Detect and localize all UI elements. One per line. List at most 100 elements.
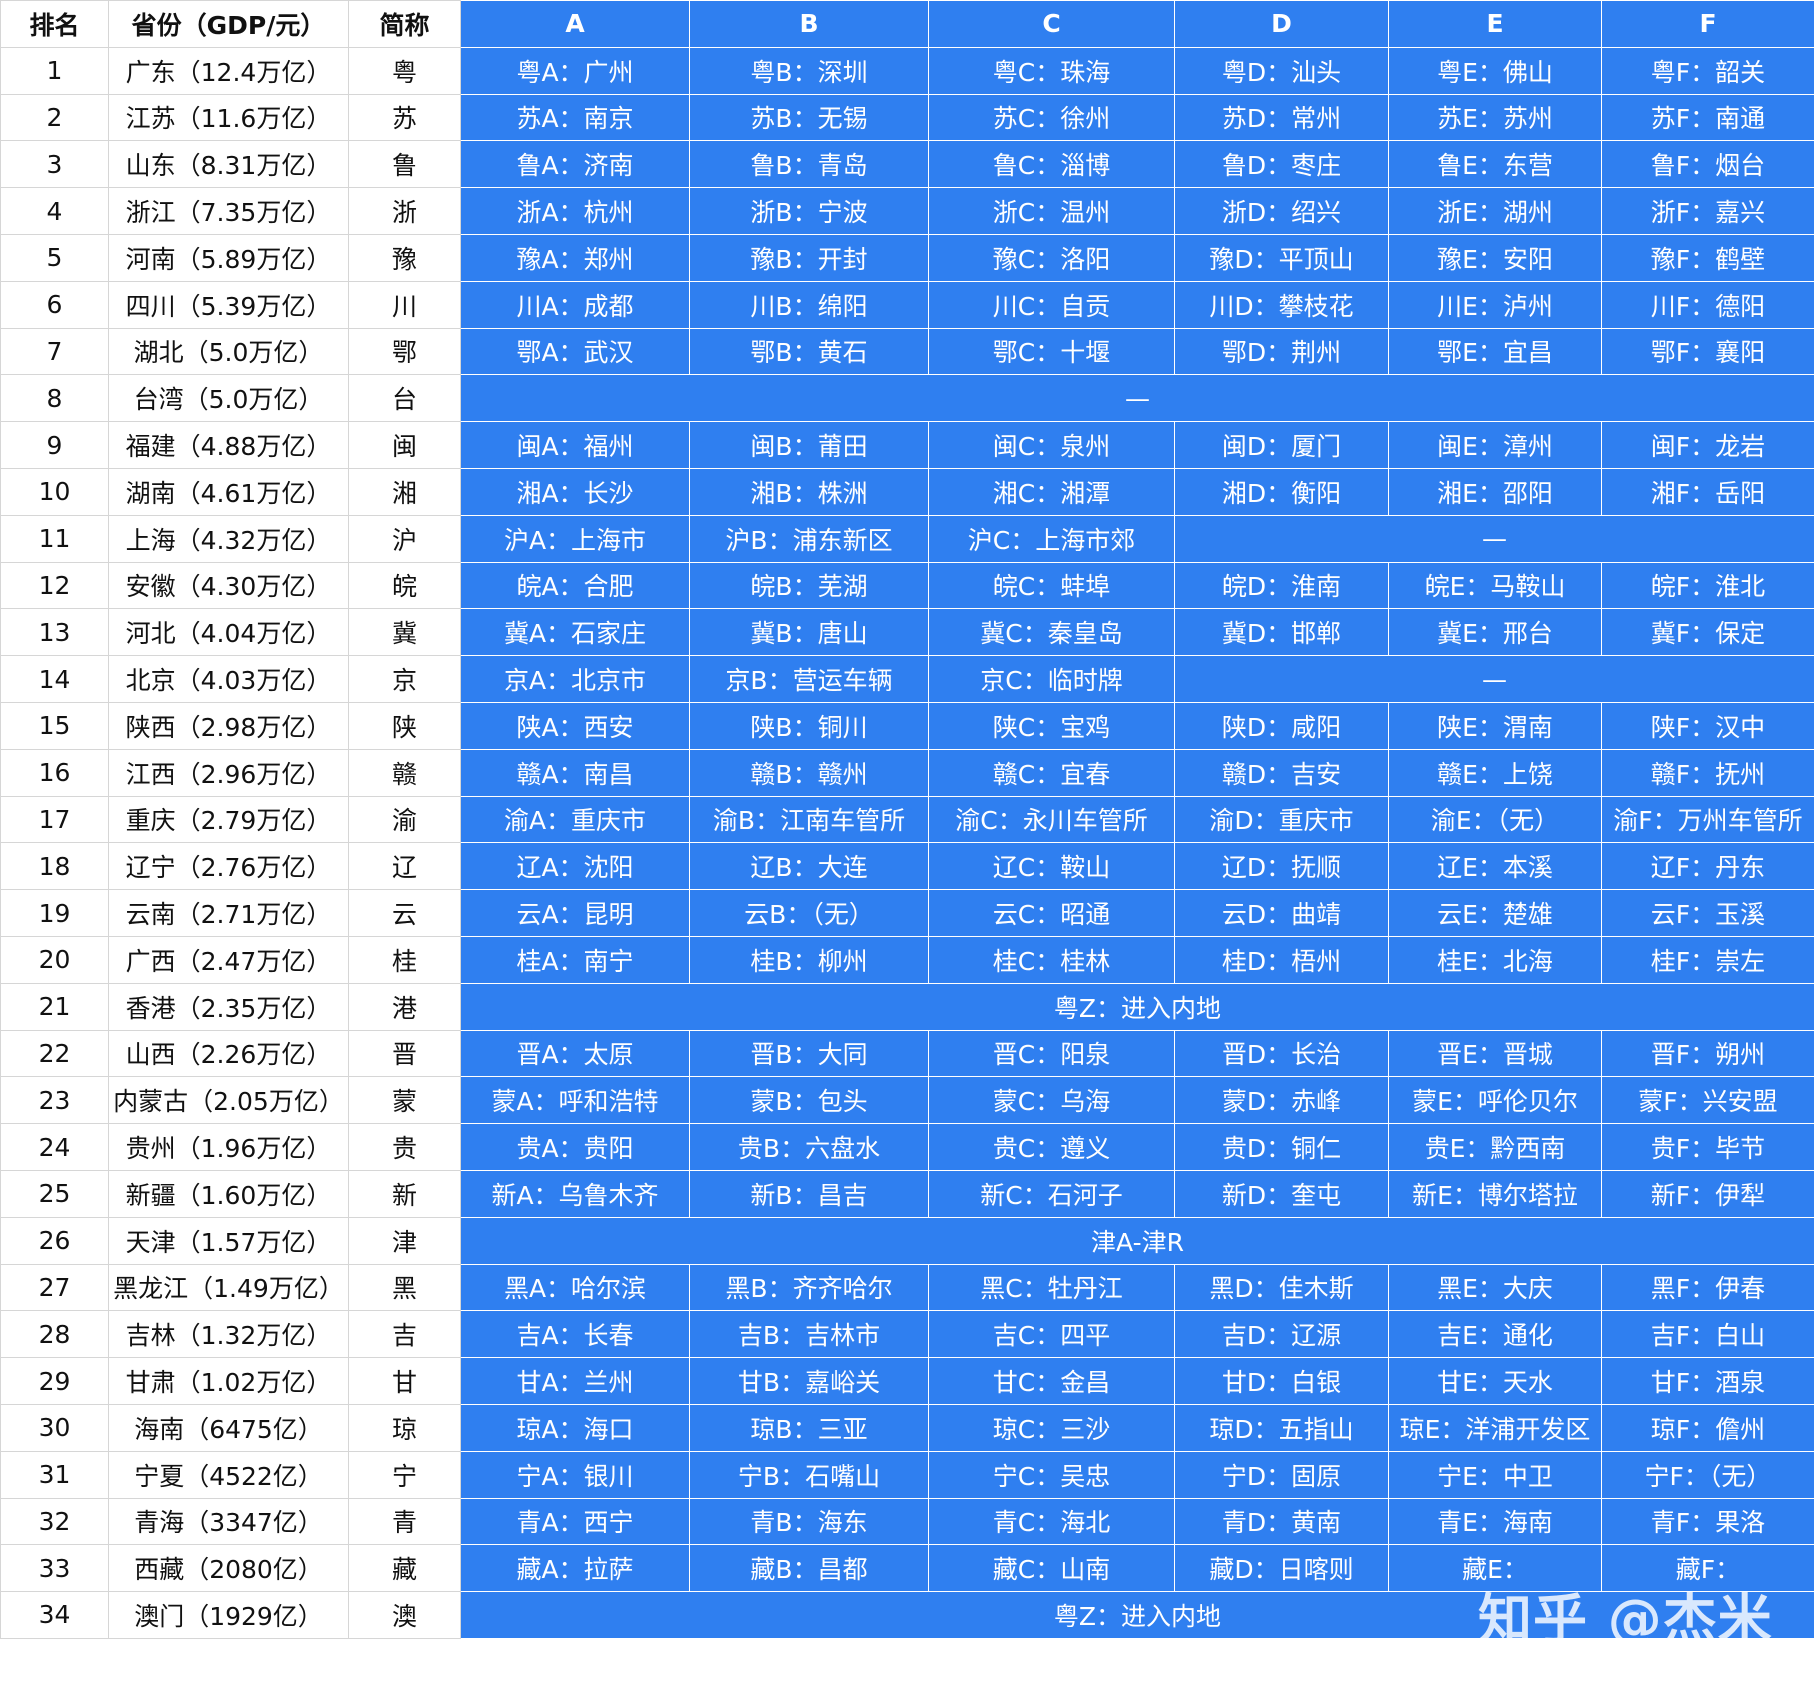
plate-cell: 晋D：长治 [1174, 1029, 1389, 1078]
plate-cell: 冀B：唐山 [689, 608, 929, 657]
abbr-cell: 港 [348, 982, 461, 1031]
plate-cell: 琼F：儋州 [1601, 1403, 1814, 1452]
abbr-cell: 吉 [348, 1310, 461, 1359]
plate-cell: 辽D：抚顺 [1174, 842, 1389, 891]
plate-cell: 湘C：湘潭 [928, 467, 1175, 516]
abbr-cell: 琼 [348, 1403, 461, 1452]
plate-cell: 黑E：大庆 [1388, 1263, 1602, 1312]
abbr-cell: 宁 [348, 1450, 461, 1499]
plate-cell: 贵C：遵义 [928, 1123, 1175, 1171]
plate-cell: 蒙C：乌海 [928, 1076, 1175, 1125]
abbr-cell: 甘 [348, 1357, 461, 1405]
table-row: 34 澳门（1929亿）澳粤Z：进入内地 [0, 1591, 1814, 1639]
plate-cell: 宁A：银川 [460, 1450, 690, 1499]
plate-cell: 苏A：南京 [460, 93, 690, 142]
abbr-cell: 赣 [348, 748, 461, 797]
rank-cell: 17 [0, 795, 109, 844]
plate-cell: 苏D：常州 [1174, 93, 1389, 142]
plate-cell: 贵E：黔西南 [1388, 1123, 1602, 1171]
province-cell: 新疆（1.60万亿） [108, 1169, 349, 1218]
merged-plate-cell: 粤Z：进入内地 [460, 982, 1814, 1031]
abbr-cell: 湘 [348, 467, 461, 516]
plate-cell: 陕E：渭南 [1388, 701, 1602, 750]
plate-cell: 浙A：杭州 [460, 187, 690, 235]
plate-cell: 甘B：嘉峪关 [689, 1357, 929, 1405]
plate-cell: 渝C：永川车管所 [928, 795, 1175, 844]
abbr-cell: 台 [348, 374, 461, 423]
province-cell: 澳门（1929亿） [108, 1591, 349, 1639]
plate-cell: 苏F：南通 [1601, 93, 1814, 142]
plate-cell: 晋C：阳泉 [928, 1029, 1175, 1078]
plate-cell: 黑A：哈尔滨 [460, 1263, 690, 1312]
plate-cell: 云F：玉溪 [1601, 889, 1814, 937]
plate-cell: 吉D：辽源 [1174, 1310, 1389, 1359]
plate-cell: 闽B：莆田 [689, 421, 929, 469]
plate-cell: 沪B：浦东新区 [689, 514, 929, 563]
plate-cell: 闽C：泉州 [928, 421, 1175, 469]
plate-cell: 甘C：金昌 [928, 1357, 1175, 1405]
plate-cell: 湘F：岳阳 [1601, 467, 1814, 516]
province-cell: 江苏（11.6万亿） [108, 93, 349, 142]
abbr-cell: 沪 [348, 514, 461, 563]
province-cell: 安徽（4.30万亿） [108, 561, 349, 610]
province-cell: 贵州（1.96万亿） [108, 1123, 349, 1171]
plate-cell: 陕C：宝鸡 [928, 701, 1175, 750]
province-cell: 福建（4.88万亿） [108, 421, 349, 469]
rank-cell: 16 [0, 748, 109, 797]
rank-cell: 4 [0, 187, 109, 235]
plate-cell: 豫C：洛阳 [928, 233, 1175, 282]
plate-cell: 贵F：毕节 [1601, 1123, 1814, 1171]
plate-cell: 新E：博尔塔拉 [1388, 1169, 1602, 1218]
rank-cell: 9 [0, 421, 109, 469]
plate-cell: 豫D：平顶山 [1174, 233, 1389, 282]
plate-cell: 闽E：漳州 [1388, 421, 1602, 469]
abbr-cell: 苏 [348, 93, 461, 142]
plate-cell: 甘A：兰州 [460, 1357, 690, 1405]
table-row: 1 广东（12.4万亿）粤粤A：广州 粤B：深圳 粤C：珠海 粤D：汕头 粤E：佛山 粤F：… [0, 46, 1814, 95]
plate-cell: 黑B：齐齐哈尔 [689, 1263, 929, 1312]
rank-cell: 26 [0, 1216, 109, 1265]
province-cell: 河南（5.89万亿） [108, 233, 349, 282]
plate-cell: 皖E：马鞍山 [1388, 561, 1602, 610]
plate-cell: 辽E：本溪 [1388, 842, 1602, 891]
province-cell: 湖北（5.0万亿） [108, 327, 349, 376]
plate-cell: 藏C：山南 [928, 1544, 1175, 1593]
plate-cell: 京C：临时牌 [928, 655, 1175, 703]
province-cell: 青海（3347亿） [108, 1497, 349, 1546]
table-row: 18 辽宁（2.76万亿）辽辽A：沈阳 辽B：大连 辽C：鞍山 辽D：抚顺 辽E：本溪 辽F… [0, 842, 1814, 891]
abbr-cell: 晋 [348, 1029, 461, 1078]
table-row: 6 四川（5.39万亿）川川A：成都 川B：绵阳 川C：自贡 川D：攀枝花 川E：泸州 川F… [0, 280, 1814, 329]
plate-cell: 陕F：汉中 [1601, 701, 1814, 750]
plate-cell: 鲁B：青岛 [689, 140, 929, 189]
plate-cell: 浙F：嘉兴 [1601, 187, 1814, 235]
abbr-cell: 鲁 [348, 140, 461, 189]
plate-cell: 黑D：佳木斯 [1174, 1263, 1389, 1312]
abbr-cell: 桂 [348, 935, 461, 984]
plate-cell: 贵B：六盘水 [689, 1123, 929, 1171]
plate-cell: 闽A：福州 [460, 421, 690, 469]
table-row: 2 江苏（11.6万亿）苏苏A：南京 苏B：无锡 苏C：徐州 苏D：常州 苏E：苏州 苏F：… [0, 93, 1814, 142]
rank-cell: 27 [0, 1263, 109, 1312]
plate-cell: 川D：攀枝花 [1174, 280, 1389, 329]
header-code-d: D [1174, 0, 1389, 48]
plate-cell: 冀F：保定 [1601, 608, 1814, 657]
plate-cell: 琼C：三沙 [928, 1403, 1175, 1452]
plate-cell: 云C：昭通 [928, 889, 1175, 937]
plate-cell: 新F：伊犁 [1601, 1169, 1814, 1218]
plate-cell: 粤E：佛山 [1388, 46, 1602, 95]
rank-cell: 30 [0, 1403, 109, 1452]
table-row: 24 贵州（1.96万亿）贵贵A：贵阳 贵B：六盘水 贵C：遵义 贵D：铜仁 贵E：黔西南… [0, 1123, 1814, 1171]
province-cell: 四川（5.39万亿） [108, 280, 349, 329]
plate-cell: 青B：海东 [689, 1497, 929, 1546]
plate-cell: 辽A：沈阳 [460, 842, 690, 891]
header-code-e: E [1388, 0, 1602, 48]
plate-cell: 渝D：重庆市 [1174, 795, 1389, 844]
plate-cell: 粤D：汕头 [1174, 46, 1389, 95]
plate-cell: 晋F：朔州 [1601, 1029, 1814, 1078]
plate-cell: 晋E：晋城 [1388, 1029, 1602, 1078]
abbr-cell: 蒙 [348, 1076, 461, 1125]
province-cell: 陕西（2.98万亿） [108, 701, 349, 750]
plate-cell: 吉F：白山 [1601, 1310, 1814, 1359]
abbr-cell: 贵 [348, 1123, 461, 1171]
plate-cell: 皖B：芜湖 [689, 561, 929, 610]
